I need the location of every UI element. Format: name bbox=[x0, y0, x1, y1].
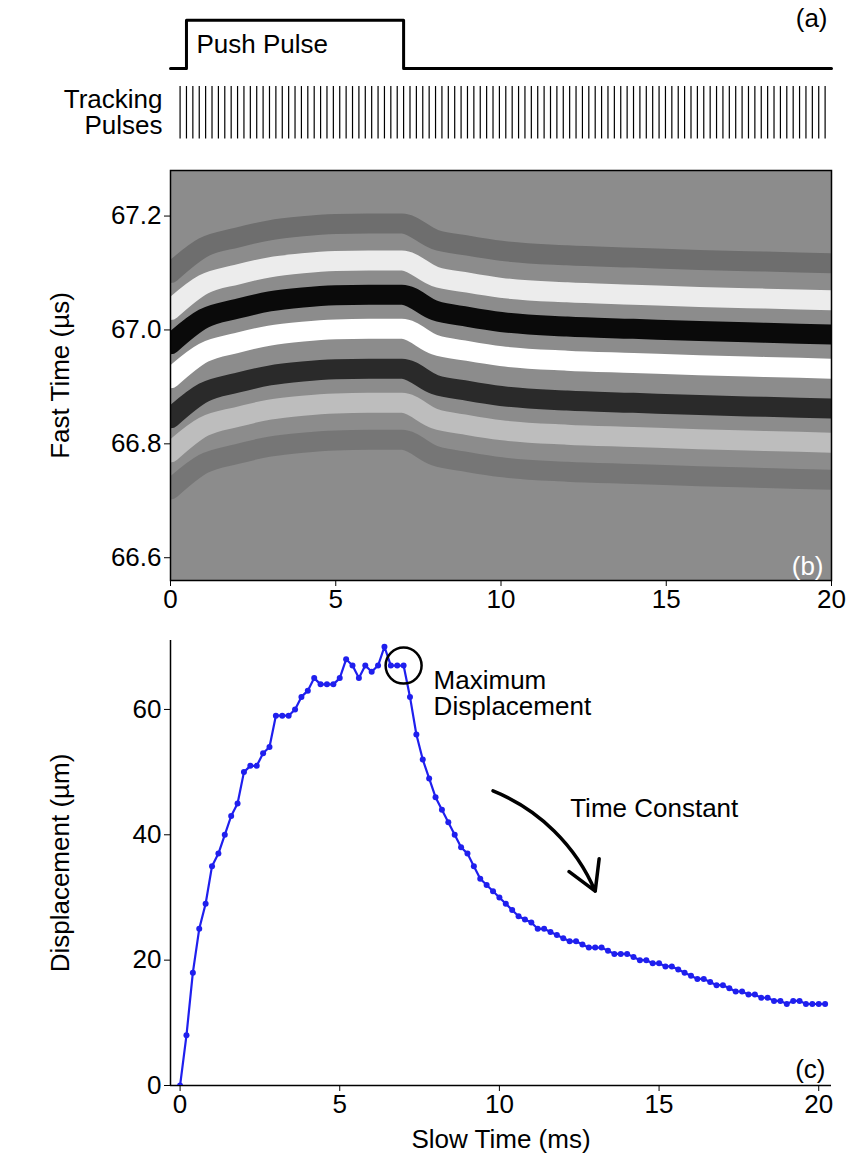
svg-text:20: 20 bbox=[133, 944, 162, 974]
svg-text:(c): (c) bbox=[795, 1054, 825, 1084]
svg-text:TrackingPulses: TrackingPulses bbox=[64, 84, 163, 140]
svg-text:15: 15 bbox=[645, 1089, 674, 1119]
svg-text:40: 40 bbox=[133, 819, 162, 849]
svg-text:67.0: 67.0 bbox=[111, 314, 162, 344]
svg-text:Fast Time (µs): Fast Time (µs) bbox=[45, 292, 75, 459]
svg-text:5: 5 bbox=[329, 584, 343, 614]
svg-text:0: 0 bbox=[173, 1089, 187, 1119]
svg-text:Push Pulse: Push Pulse bbox=[196, 29, 328, 59]
svg-text:5: 5 bbox=[333, 1089, 347, 1119]
svg-text:15: 15 bbox=[652, 584, 681, 614]
svg-text:Displacement (µm): Displacement (µm) bbox=[45, 754, 75, 973]
svg-text:60: 60 bbox=[133, 694, 162, 724]
svg-text:20: 20 bbox=[817, 584, 846, 614]
svg-text:66.6: 66.6 bbox=[111, 542, 162, 572]
svg-text:0: 0 bbox=[163, 584, 177, 614]
svg-text:67.2: 67.2 bbox=[111, 200, 162, 230]
svg-text:Time Constant: Time Constant bbox=[570, 793, 739, 823]
svg-text:66.8: 66.8 bbox=[111, 428, 162, 458]
svg-text:0: 0 bbox=[147, 1070, 161, 1100]
svg-text:10: 10 bbox=[487, 584, 516, 614]
svg-text:(b): (b) bbox=[792, 551, 824, 581]
svg-text:Slow Time (ms): Slow Time (ms) bbox=[411, 1124, 590, 1154]
svg-text:20: 20 bbox=[804, 1089, 833, 1119]
svg-text:MaximumDisplacement: MaximumDisplacement bbox=[434, 665, 592, 721]
svg-text:(a): (a) bbox=[796, 3, 828, 33]
svg-text:10: 10 bbox=[485, 1089, 514, 1119]
